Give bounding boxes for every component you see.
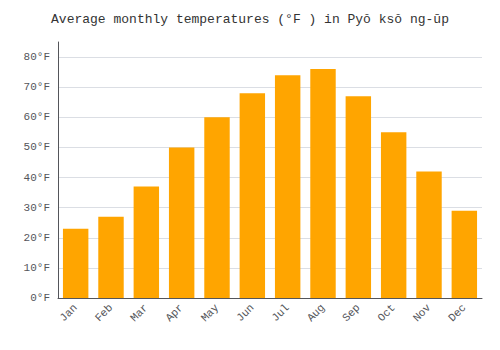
svg-text:Feb: Feb (93, 302, 115, 324)
svg-text:30°F: 30°F (24, 202, 50, 214)
svg-text:Oct: Oct (375, 302, 397, 324)
svg-text:20°F: 20°F (24, 232, 50, 244)
svg-text:Apr: Apr (163, 302, 185, 324)
svg-text:Nov: Nov (411, 301, 434, 324)
svg-text:40°F: 40°F (24, 172, 50, 184)
svg-text:Mar: Mar (128, 302, 150, 324)
svg-text:May: May (199, 301, 222, 324)
svg-text:80°F: 80°F (24, 51, 50, 63)
svg-text:Sep: Sep (340, 302, 362, 324)
svg-text:50°F: 50°F (24, 141, 50, 153)
svg-text:60°F: 60°F (24, 111, 50, 123)
svg-text:Jun: Jun (234, 302, 256, 324)
svg-text:0°F: 0°F (30, 292, 50, 304)
svg-text:Jan: Jan (57, 302, 79, 324)
svg-text:Average monthly temperatures (: Average monthly temperatures (°F ) in Py… (51, 12, 449, 27)
svg-text:Jul: Jul (269, 302, 291, 324)
svg-text:Aug: Aug (305, 302, 327, 324)
svg-text:10°F: 10°F (24, 262, 50, 274)
svg-text:Dec: Dec (446, 302, 468, 324)
svg-text:70°F: 70°F (24, 81, 50, 93)
